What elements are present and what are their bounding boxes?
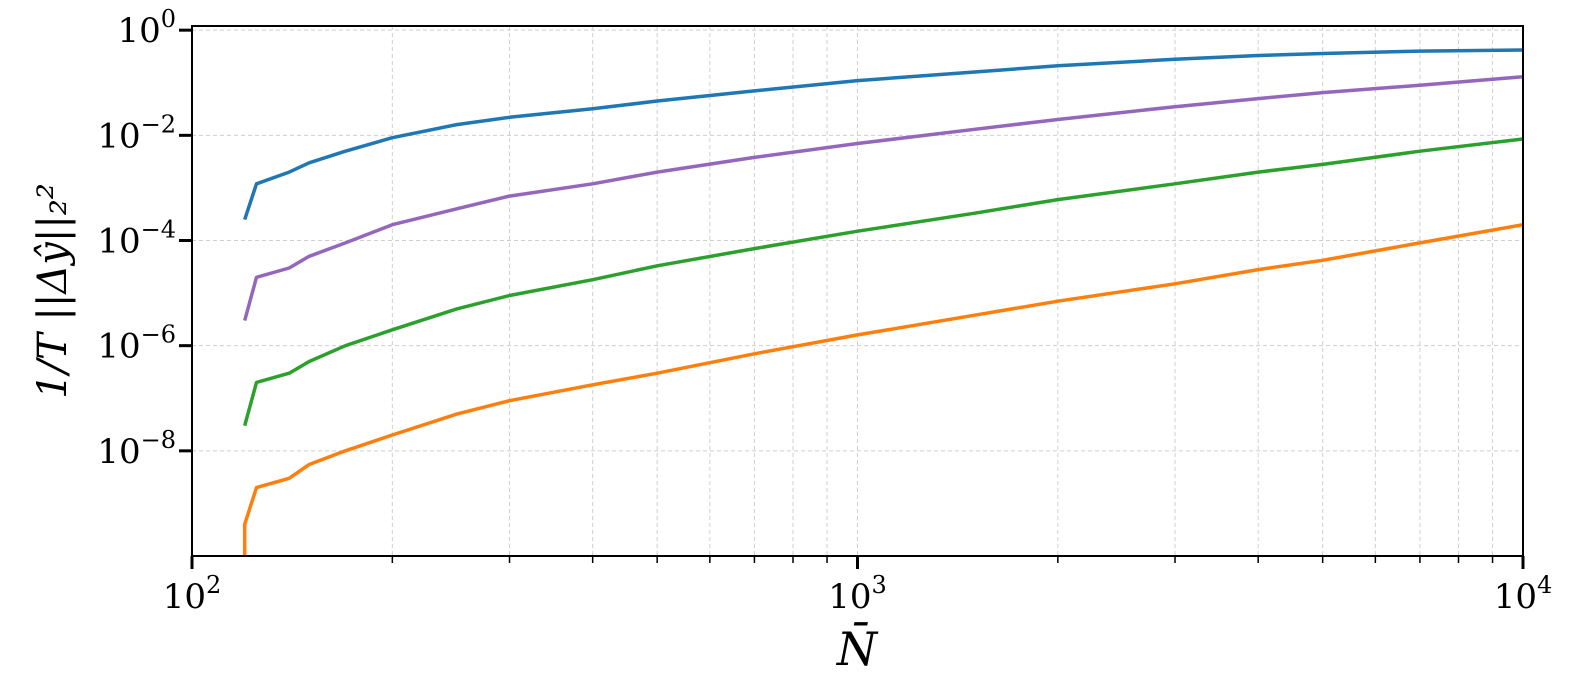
y-axis-ticks: 100 10−2 10−4 10−6 10−8 [97, 5, 192, 472]
series-line-4 [242, 222, 1523, 556]
series-layer [242, 48, 1523, 556]
y-tick-label: 100 [117, 5, 176, 51]
y-tick-label: 10−8 [97, 426, 176, 472]
grid [191, 26, 1524, 556]
y-tick-label: 10−4 [97, 215, 176, 261]
y-tick-label: 10−2 [97, 110, 176, 156]
x-tick-label: 103 [828, 571, 887, 617]
series-line-3 [243, 137, 1523, 427]
x-axis-ticks: 102 103 104 [163, 556, 1553, 617]
series-line-2 [243, 75, 1523, 322]
x-axis-label: N̄ [836, 621, 879, 676]
x-tick-label: 104 [1494, 571, 1553, 617]
y-tick-label: 10−6 [97, 321, 176, 367]
y-axis-label: 1/T ||Δŷ||₂² [30, 183, 76, 399]
series-line-1 [243, 48, 1523, 221]
x-tick-label: 102 [163, 571, 222, 617]
